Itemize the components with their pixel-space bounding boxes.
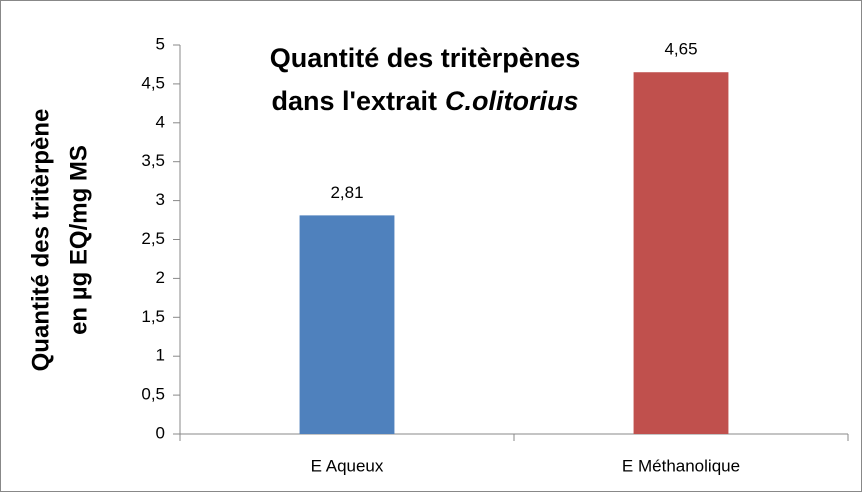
y-tick-label: 2,5: [141, 229, 165, 248]
x-tick-label: E Aqueux: [311, 456, 384, 475]
y-tick-label: 3,5: [141, 151, 165, 170]
y-axis-label: en µg EQ/mg MS: [65, 145, 92, 335]
y-tick-label: 3: [156, 190, 165, 209]
y-tick-label: 4: [156, 112, 165, 131]
y-tick-label: 2: [156, 268, 165, 287]
chart-title-italic: C.olitorius: [445, 86, 579, 116]
x-tick-label: E Méthanolique: [622, 456, 740, 475]
y-tick-label: 0,5: [141, 385, 165, 404]
data-label: 2,81: [330, 183, 363, 202]
bar: [299, 215, 395, 434]
y-axis-label: Quantité des tritèrpène: [27, 109, 54, 372]
bar: [633, 72, 729, 434]
y-tick-label: 1,5: [141, 307, 165, 326]
data-label: 4,65: [664, 40, 697, 59]
chart-title-line: dans l'extrait C.olitorius: [272, 86, 579, 116]
y-tick-label: 4,5: [141, 73, 165, 92]
y-tick-label: 0: [156, 423, 165, 442]
chart-title-line: Quantité des tritèrpènes: [270, 43, 581, 73]
chart-title-part: dans l'extrait: [272, 86, 437, 116]
y-tick-label: 5: [156, 34, 165, 53]
y-tick-label: 1: [156, 346, 165, 365]
